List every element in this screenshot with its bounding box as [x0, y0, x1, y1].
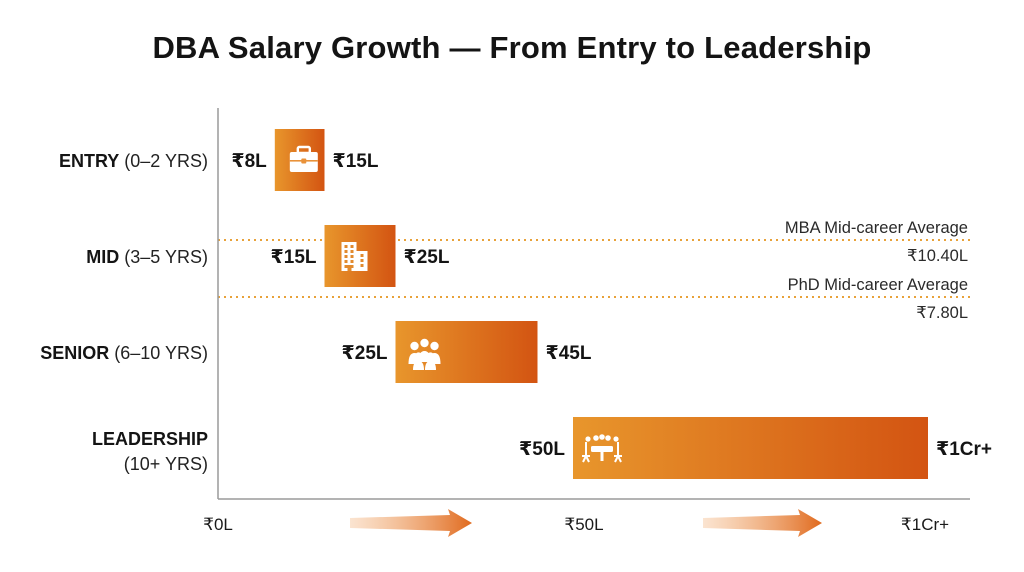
bar-end-label: ₹25L	[404, 247, 450, 268]
category-label: SENIOR (6–10 YRS)	[40, 343, 208, 363]
category-label: MID (3–5 YRS)	[86, 247, 208, 267]
bar-start-label: ₹25L	[342, 343, 388, 364]
bar-end-label: ₹15L	[333, 151, 379, 172]
range-bar	[573, 417, 928, 479]
x-tick-label: ₹1Cr+	[901, 515, 949, 534]
progression-arrow-icon	[350, 509, 472, 537]
reference-line-value: ₹7.80L	[916, 304, 968, 322]
bar-end-label: ₹45L	[546, 343, 592, 364]
team-icon	[408, 338, 441, 370]
range-bar	[395, 321, 538, 383]
boardroom-meeting-icon	[582, 434, 622, 463]
briefcase-icon	[289, 145, 318, 172]
x-tick-label: ₹50L	[564, 515, 603, 534]
bar-start-label: ₹8L	[231, 151, 267, 172]
category-label-detail: (10+ YRS)	[124, 454, 208, 474]
category-label-detail: (6–10 YRS)	[109, 343, 208, 363]
reference-line-value: ₹10.40L	[907, 247, 968, 265]
category-label-detail: (3–5 YRS)	[119, 247, 208, 267]
reference-line-label: PhD Mid-career Average	[788, 276, 968, 294]
x-tick-label: ₹0L	[203, 515, 233, 534]
category-label-bold: SENIOR	[40, 343, 109, 363]
office-building-icon	[341, 242, 368, 271]
category-label: LEADERSHIP	[92, 429, 208, 449]
category-label-bold: ENTRY	[59, 151, 119, 171]
bar-start-label: ₹50L	[519, 439, 565, 460]
category-label: ENTRY (0–2 YRS)	[59, 151, 208, 171]
chart-title: DBA Salary Growth — From Entry to Leader…	[152, 30, 872, 65]
reference-line-label: MBA Mid-career Average	[785, 219, 968, 237]
category-label-bold: MID	[86, 247, 119, 267]
progression-arrow-icon	[703, 509, 822, 537]
bar-start-label: ₹15L	[271, 247, 317, 268]
bar-end-label: ₹1Cr+	[936, 439, 992, 460]
category-label-detail: (0–2 YRS)	[119, 151, 208, 171]
